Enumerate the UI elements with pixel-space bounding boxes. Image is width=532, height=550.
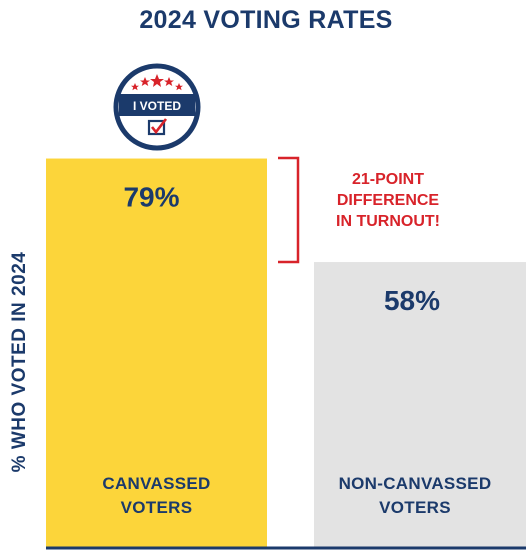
category-label: VOTERS (379, 498, 451, 517)
i-voted-badge: I VOTED (113, 63, 201, 151)
bar-canvassed (46, 158, 267, 548)
chart-title: 2024 VOTING RATES (139, 6, 393, 34)
star-icon (131, 74, 183, 91)
annotation-line: IN TURNOUT! (336, 213, 440, 230)
annotation-line: 21-POINT (352, 171, 424, 188)
annotation-line: DIFFERENCE (337, 192, 440, 209)
category-label: NON-CANVASSED (339, 474, 492, 493)
bars-layer: 79% CANVASSED VOTERS 58% NON-CANVASSED VOTERS (46, 158, 526, 548)
category-label: CANVASSED (102, 474, 210, 493)
difference-bracket (278, 156, 300, 264)
turnout-difference-annotation: 21-POINT DIFFERENCE IN TURNOUT! (336, 171, 440, 230)
bar-value-label: 58% (384, 285, 440, 316)
bar-non-canvassed (314, 262, 526, 548)
checked-ballot-icon (147, 118, 168, 136)
bar-value-label: 79% (123, 182, 179, 213)
badge-banner (119, 94, 195, 116)
badge-text: I VOTED (133, 99, 181, 113)
category-label: VOTERS (121, 498, 193, 517)
